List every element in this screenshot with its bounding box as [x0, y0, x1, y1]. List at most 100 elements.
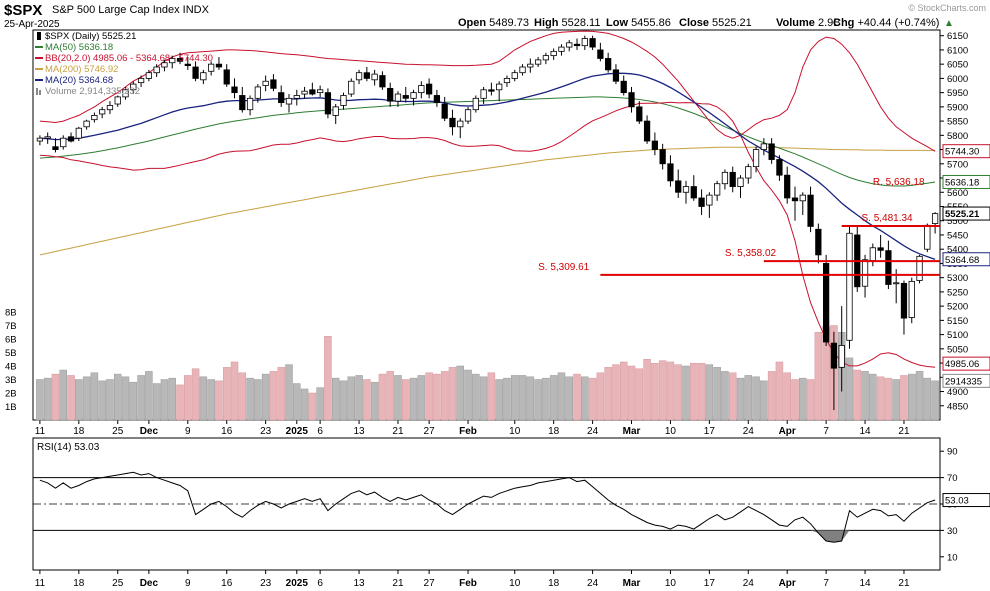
volume-bar [168, 377, 176, 421]
price-candle [44, 132, 51, 144]
volume-bar [861, 371, 869, 421]
candle-body-up [721, 171, 729, 185]
ma20-price-label: 5364.68 [945, 255, 979, 266]
price-candle [99, 106, 106, 119]
volume-bar [573, 373, 581, 421]
volume-tick-label: 8B [5, 308, 17, 319]
volume-bar [690, 363, 698, 421]
candle-body-down [807, 194, 814, 227]
resistance-annotation: R. 5,636.18 [873, 177, 925, 188]
volume-bar [113, 373, 122, 421]
legend-volume-icon [39, 90, 41, 95]
price-x-tick-label: 24 [743, 426, 755, 437]
volume-bar [674, 364, 682, 421]
candle-body-down [184, 63, 191, 66]
volume-tick-label: 3B [5, 375, 17, 386]
candle-body-down [659, 149, 666, 165]
price-candle [698, 189, 705, 216]
candle-body-down [823, 263, 830, 343]
volume-bar [791, 379, 799, 421]
price-candle [153, 64, 160, 77]
candle-body-up [846, 232, 853, 341]
volume-bar [222, 367, 231, 421]
candle-body-up [83, 120, 90, 128]
price-candle [449, 109, 456, 136]
volume-bar [487, 372, 496, 421]
volume-bar [36, 379, 44, 421]
volume-tick-label: 1B [5, 402, 17, 413]
price-candle [885, 240, 892, 290]
volume-bar [215, 380, 223, 421]
volume-bar [293, 383, 301, 421]
support-annotation: S. 5,481.34 [861, 213, 913, 224]
candle-body-up [122, 89, 129, 98]
volume-bar [106, 379, 114, 421]
rsi-x-tick-label: 23 [260, 578, 272, 589]
price-candle [137, 75, 145, 87]
price-candle [91, 112, 98, 123]
candle-body-up [44, 136, 51, 139]
price-candle [682, 180, 690, 204]
candle-body-up [527, 63, 534, 68]
price-tick-label: 5700 [947, 159, 968, 170]
candle-body-down [589, 38, 596, 48]
candle-body-up [480, 89, 487, 99]
bb-lower-price-label-box [942, 356, 990, 371]
candle-body-down [877, 247, 884, 251]
candle-body-up [130, 83, 137, 91]
rsi-x-tick-label: 24 [587, 578, 599, 589]
candle-body-up [908, 280, 915, 318]
candle-body-up [706, 194, 713, 206]
price-x-tick-label: 6 [317, 426, 323, 437]
volume-bar [736, 377, 745, 421]
volume-bar [612, 364, 620, 421]
price-tick-label: 5250 [947, 287, 968, 298]
price-candle [122, 86, 129, 100]
volume-bar [145, 371, 153, 421]
volume-bar [378, 373, 387, 421]
candle-body-up [893, 282, 900, 285]
candle-body-up [472, 97, 479, 111]
volume-bar [682, 365, 690, 421]
candle-body-up [418, 85, 425, 94]
support-annotation: S. 5,309.61 [538, 262, 590, 273]
candle-body-up [558, 46, 565, 52]
price-x-tick-label: 9 [185, 426, 191, 437]
price-candle [488, 82, 495, 96]
volume-bar [908, 373, 916, 421]
legend-entry: BB(20,2.0) 4985.06 - 5364.68 - 5744.30 [45, 53, 213, 64]
candle-body-up [36, 137, 44, 142]
price-candle [161, 59, 168, 72]
candle-body-down [488, 89, 495, 92]
rsi-x-tick-label: 6 [317, 578, 323, 589]
quote-close: Close 5525.21 [679, 17, 752, 29]
candle-body-up [254, 86, 261, 99]
candle-body-up [169, 58, 176, 64]
legend-volume-icon [36, 88, 38, 95]
candle-body-up [91, 115, 98, 121]
candle-body-up [464, 109, 472, 122]
volume-bar [98, 380, 106, 421]
candle-body-down [176, 58, 184, 62]
volume-bar [51, 373, 60, 421]
price-tick-label: 5800 [947, 131, 968, 142]
volume-tick-label: 6B [5, 335, 17, 346]
volume-bar [503, 377, 511, 421]
price-candle [215, 57, 223, 70]
last-price-label-box [942, 206, 990, 221]
price-x-tick-label: 18 [548, 426, 560, 437]
price-x-tick-label: Dec [140, 426, 159, 437]
volume-bar [534, 379, 542, 421]
price-x-tick-label: 7 [823, 426, 829, 437]
volume-bar [767, 371, 776, 421]
volume-bar [884, 377, 893, 421]
candle-body-up [208, 63, 215, 72]
volume-bar [75, 379, 83, 421]
price-candle [324, 88, 332, 119]
price-candle [675, 169, 682, 198]
price-candle [348, 78, 355, 97]
volume-bar [82, 376, 91, 421]
volume-bar [588, 377, 597, 421]
candle-body-down [309, 89, 316, 95]
price-x-tick-label: Feb [459, 426, 477, 437]
